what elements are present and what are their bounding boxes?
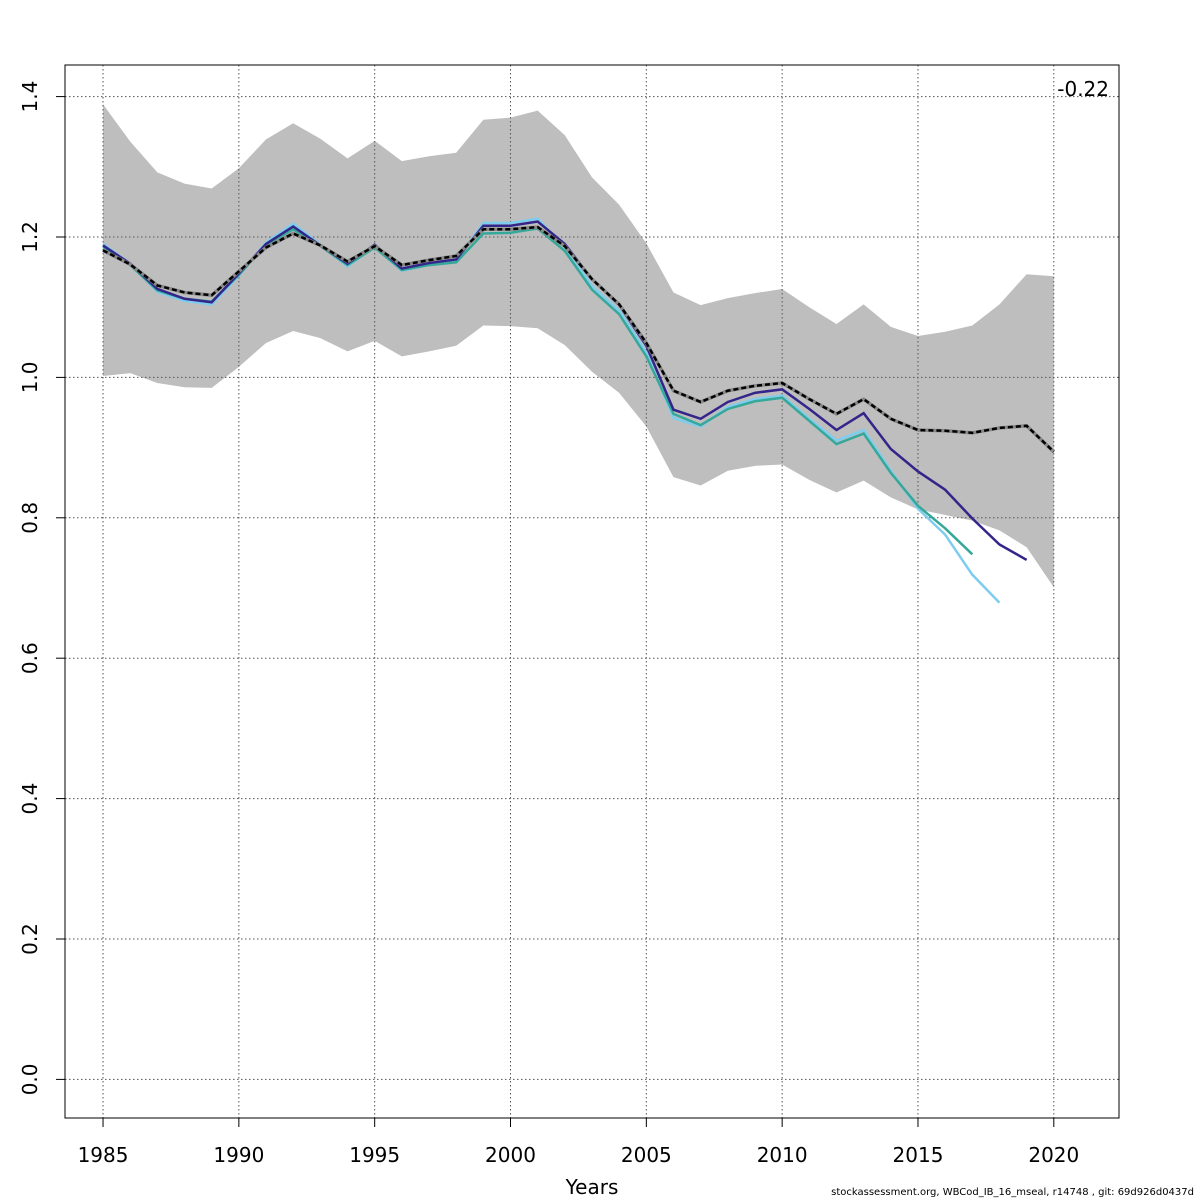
plot-frame xyxy=(64,64,1120,1119)
x-tick-label: 1990 xyxy=(213,1143,264,1167)
y-tick-label: 0.8 xyxy=(18,502,42,534)
y-tick-label: 0.6 xyxy=(18,642,42,674)
y-tick-label: 1.4 xyxy=(18,81,42,113)
x-tick-label: 2010 xyxy=(757,1143,808,1167)
confidence-band xyxy=(103,104,1054,588)
x-tick-label: 1995 xyxy=(349,1143,400,1167)
annotation: -0.22 xyxy=(1057,77,1109,101)
x-tick-label: 2020 xyxy=(1028,1143,1079,1167)
x-axis-label: Years xyxy=(565,1175,619,1199)
x-tick-label: 2005 xyxy=(621,1143,672,1167)
x-tick-label: 2000 xyxy=(485,1143,536,1167)
y-tick-label: 0.4 xyxy=(18,783,42,815)
x-tick-label: 1985 xyxy=(78,1143,129,1167)
y-tick-label: 0.2 xyxy=(18,923,42,955)
y-tick-label: 0.0 xyxy=(18,1063,42,1095)
y-tick-label: 1.0 xyxy=(18,361,42,393)
y-tick-label: 1.2 xyxy=(18,221,42,253)
series-line-3 xyxy=(102,225,1055,453)
footer-credit: stockassessment.org, WBCod_IB_16_mseal, … xyxy=(831,1187,1194,1198)
x-tick-label: 2015 xyxy=(893,1143,944,1167)
